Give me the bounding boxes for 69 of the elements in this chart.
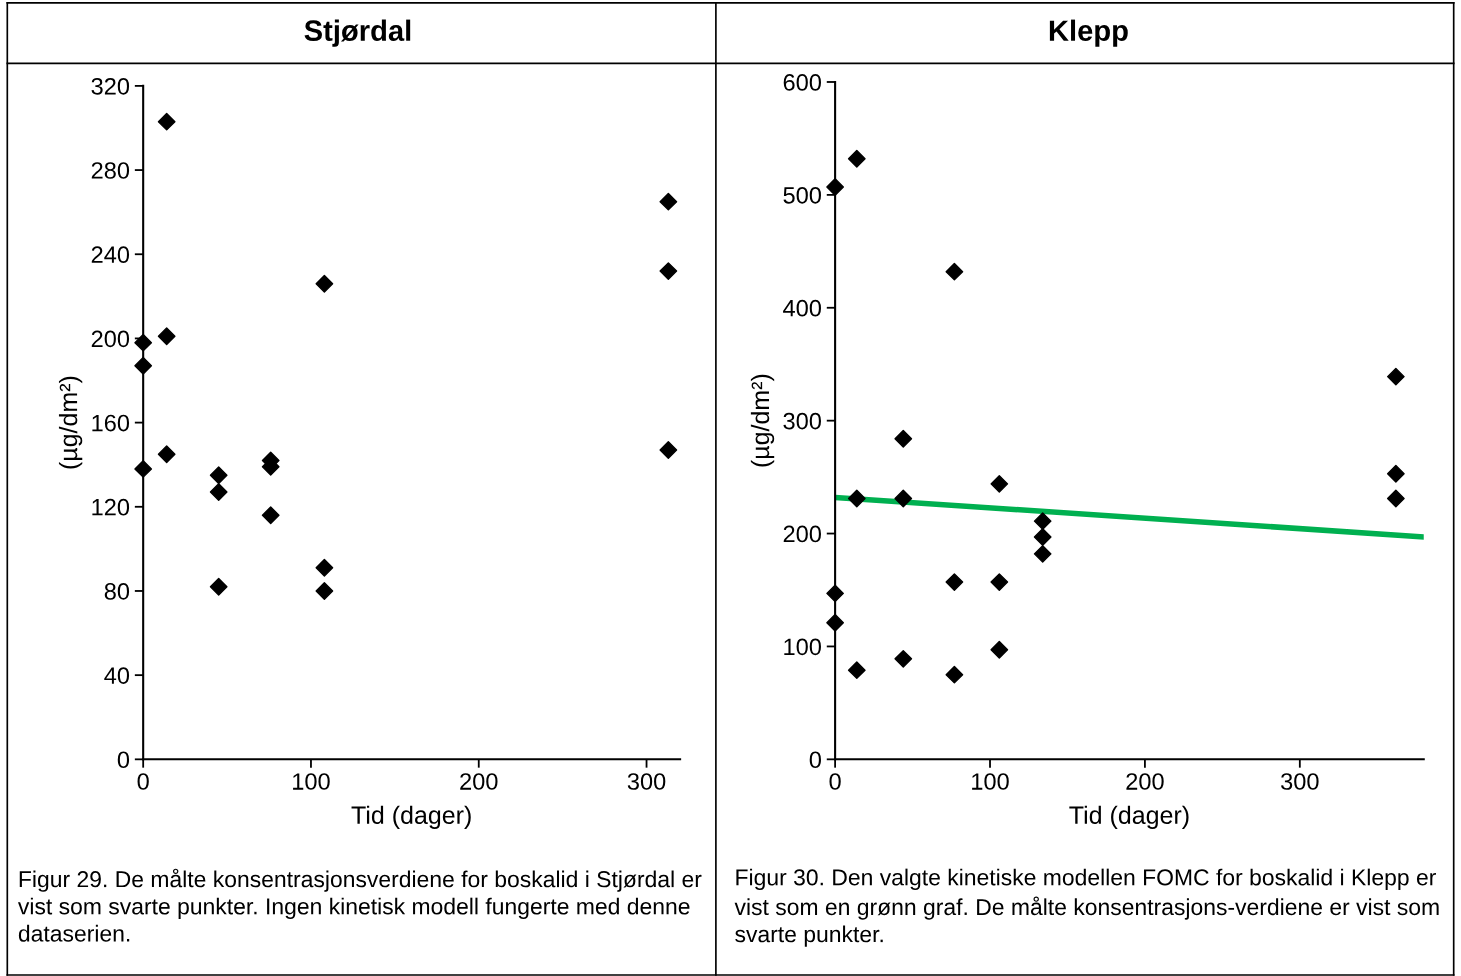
y-tick-label: 0 [809,751,821,769]
y-tick-label: 600 [783,74,821,91]
point [1386,464,1405,483]
point [945,665,964,684]
point [894,429,913,448]
point [826,178,845,196]
point [894,489,913,508]
chart-title: Stjørdal [304,19,411,47]
x-tick-label: 0 [829,773,841,790]
y-tick-label: 120 [92,498,130,516]
point [659,192,678,211]
point [134,356,153,375]
y-tick-label: 280 [91,162,130,179]
y-axis-title: (µg/dm²) [750,374,775,467]
point [315,558,334,577]
point [826,584,845,603]
point [209,483,228,501]
x-tick-label: 200 [460,773,498,790]
point [1386,489,1405,508]
y-tick-label: 240 [91,246,130,264]
point [209,577,228,596]
point [157,112,176,131]
point [1033,512,1052,531]
x-axis-title: Tid (dager) [1069,805,1189,829]
point [990,474,1009,493]
point [945,262,964,281]
y-tick-label: 320 [91,77,130,95]
point [990,573,1009,592]
x-tick-label: 300 [627,773,666,790]
text: Figur 29. De målte konsentrasjonsverdiene for boskalid i Stjørdal er vist som svarte punkter. Ingen kinetisk modell fungerte med denne dataserien. [17,868,702,942]
point [847,149,866,168]
point [945,573,964,592]
y-tick-label: 400 [783,299,821,317]
chart-title: Klepp [1049,19,1128,47]
point [261,506,280,525]
point [209,466,228,485]
x-tick-label: 0 [137,773,149,790]
y-tick-label: 80 [104,583,130,600]
text: Figur 30. Den valgte kinetiske modellen FOMC for boskalid i Klepp er vist som en grønn graf. De målte konsentrasjons-verdiene er vist som svarte punkter. [734,868,1439,947]
point [826,613,845,632]
point [1033,544,1052,563]
point [157,445,176,464]
point [157,327,176,346]
point [659,441,678,459]
x-axis-title: Tid (dager) [351,805,471,829]
point [315,582,334,600]
x-tick-label: 100 [293,773,330,790]
y-tick-label: 300 [783,412,821,430]
y-tick-label: 160 [92,414,130,432]
y-tick-label: 200 [91,330,130,348]
x-tick-label: 300 [1281,773,1319,790]
point [659,262,678,280]
y-tick-label: 40 [104,667,130,684]
y-tick-label: 500 [783,186,821,204]
point [847,661,866,680]
point [847,489,866,508]
x-tick-label: 200 [1126,773,1164,790]
point [134,333,153,352]
y-axis-title: (µg/dm²) [58,376,83,469]
point [894,649,913,668]
point [315,274,334,293]
y-tick-label: 100 [784,638,821,656]
y-tick-label: 0 [117,751,130,769]
x-tick-label: 100 [972,773,1009,790]
point [990,640,1009,659]
point [1386,367,1405,386]
point [1033,528,1052,546]
y-tick-label: 200 [783,525,821,543]
point [134,459,153,478]
